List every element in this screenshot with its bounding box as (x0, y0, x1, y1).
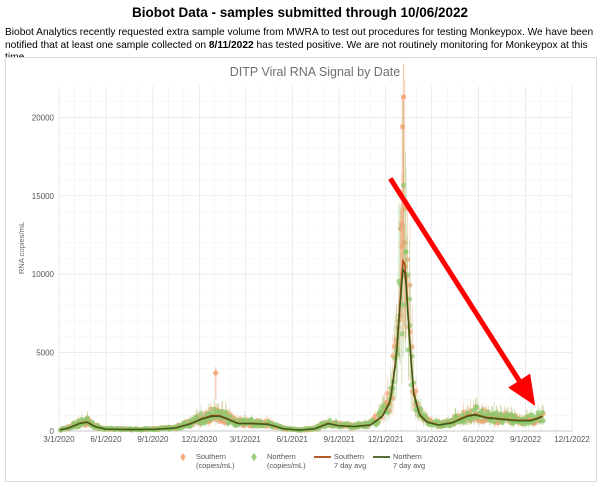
x-tick-label: 12/1/2022 (554, 435, 590, 444)
y-tick-label: 20000 (32, 113, 55, 122)
legend-southern-points-marker (180, 453, 186, 461)
x-tick-label: 9/1/2021 (324, 435, 356, 444)
notice-date: 8/11/2022 (208, 39, 254, 51)
legend-northern-points-line1: Northern (267, 452, 296, 461)
x-tick-label: 3/1/2022 (416, 435, 448, 444)
northern-point (400, 302, 406, 308)
northern-point (539, 409, 545, 415)
northern-point (385, 410, 391, 416)
x-tick-label: 9/1/2020 (137, 435, 169, 444)
x-tick-label: 3/1/2020 (43, 435, 75, 444)
northern-point (399, 331, 405, 337)
notice-text-start: Biobot Analytics recently requested extr… (5, 27, 594, 51)
southern-point (400, 94, 407, 100)
legend-southern-avg-label: Southern 7 day avg (334, 452, 366, 470)
northern-points (57, 101, 546, 433)
legend-southern-points-label: Southern (copies/mL) (196, 452, 235, 470)
northern-avg-line (59, 267, 543, 431)
grid (58, 86, 573, 432)
legend-northern-avg-label: Northern 7 day avg (393, 452, 425, 470)
x-tick-label: 6/1/2022 (463, 435, 495, 444)
y-tick-label: 15000 (32, 192, 55, 201)
southern-point (399, 124, 406, 130)
legend-northern-avg-line (373, 456, 390, 458)
southern-point (401, 240, 408, 246)
northern-point (418, 406, 424, 412)
southern-point (213, 370, 219, 376)
northern-point (485, 409, 491, 415)
y-tick-label: 10000 (32, 270, 55, 279)
legend-southern-avg-line (314, 456, 331, 458)
southern-points (58, 63, 546, 433)
southern-point (397, 226, 404, 232)
legend-northern-avg-line1: Northern (393, 452, 422, 461)
legend-southern-avg-line1: Southern (334, 452, 364, 461)
southern-avg-line (59, 258, 543, 431)
red-arrow-annotation (388, 177, 536, 406)
y-tick-label: 0 (50, 427, 55, 436)
legend-northern-avg-line2: 7 day avg (393, 461, 426, 470)
northern-point (540, 418, 546, 424)
x-tick-label: 6/1/2021 (277, 435, 309, 444)
x-tick-label: 9/1/2022 (510, 435, 542, 444)
northern-point (248, 417, 254, 423)
northern-point (211, 406, 217, 412)
chart-title: DITP Viral RNA Signal by Date (230, 65, 400, 79)
arrow-head (508, 373, 536, 406)
northern-point (219, 408, 225, 414)
northern-point (227, 413, 233, 419)
northern-point (498, 412, 504, 418)
northern-point (403, 249, 409, 255)
axes: 3/1/2020 6/1/2020 9/1/2020 12/1/2020 3/1/202… (32, 113, 591, 444)
y-axis-label: RNA copies/mL (17, 222, 26, 274)
southern-point (413, 388, 419, 394)
x-tick-label: 6/1/2020 (90, 435, 122, 444)
northern-point (474, 404, 480, 410)
legend-southern-points-line2: (copies/mL) (196, 461, 235, 470)
x-tick-label: 12/1/2021 (368, 435, 404, 444)
legend-southern-points-line1: Southern (196, 452, 226, 461)
legend-northern-points-label: Northern (copies/mL) (267, 452, 306, 470)
avg-lines (59, 258, 543, 431)
northern-point (494, 410, 500, 416)
northern-point (198, 411, 204, 417)
northern-point (84, 415, 90, 421)
page-title: Biobot Data - samples submitted through … (131, 5, 469, 20)
northern-point (401, 182, 407, 188)
northern-point (407, 296, 413, 302)
legend-northern-points-marker (251, 453, 257, 461)
northern-point (208, 416, 214, 422)
legend-southern-avg-line2: 7 day avg (334, 461, 367, 470)
x-tick-label: 3/1/2021 (230, 435, 262, 444)
arrow-shaft (388, 177, 522, 382)
legend-northern-points-line2: (copies/mL) (267, 461, 306, 470)
northern-point (491, 419, 497, 425)
y-tick-label: 5000 (36, 349, 54, 358)
x-tick-label: 12/1/2020 (182, 435, 218, 444)
